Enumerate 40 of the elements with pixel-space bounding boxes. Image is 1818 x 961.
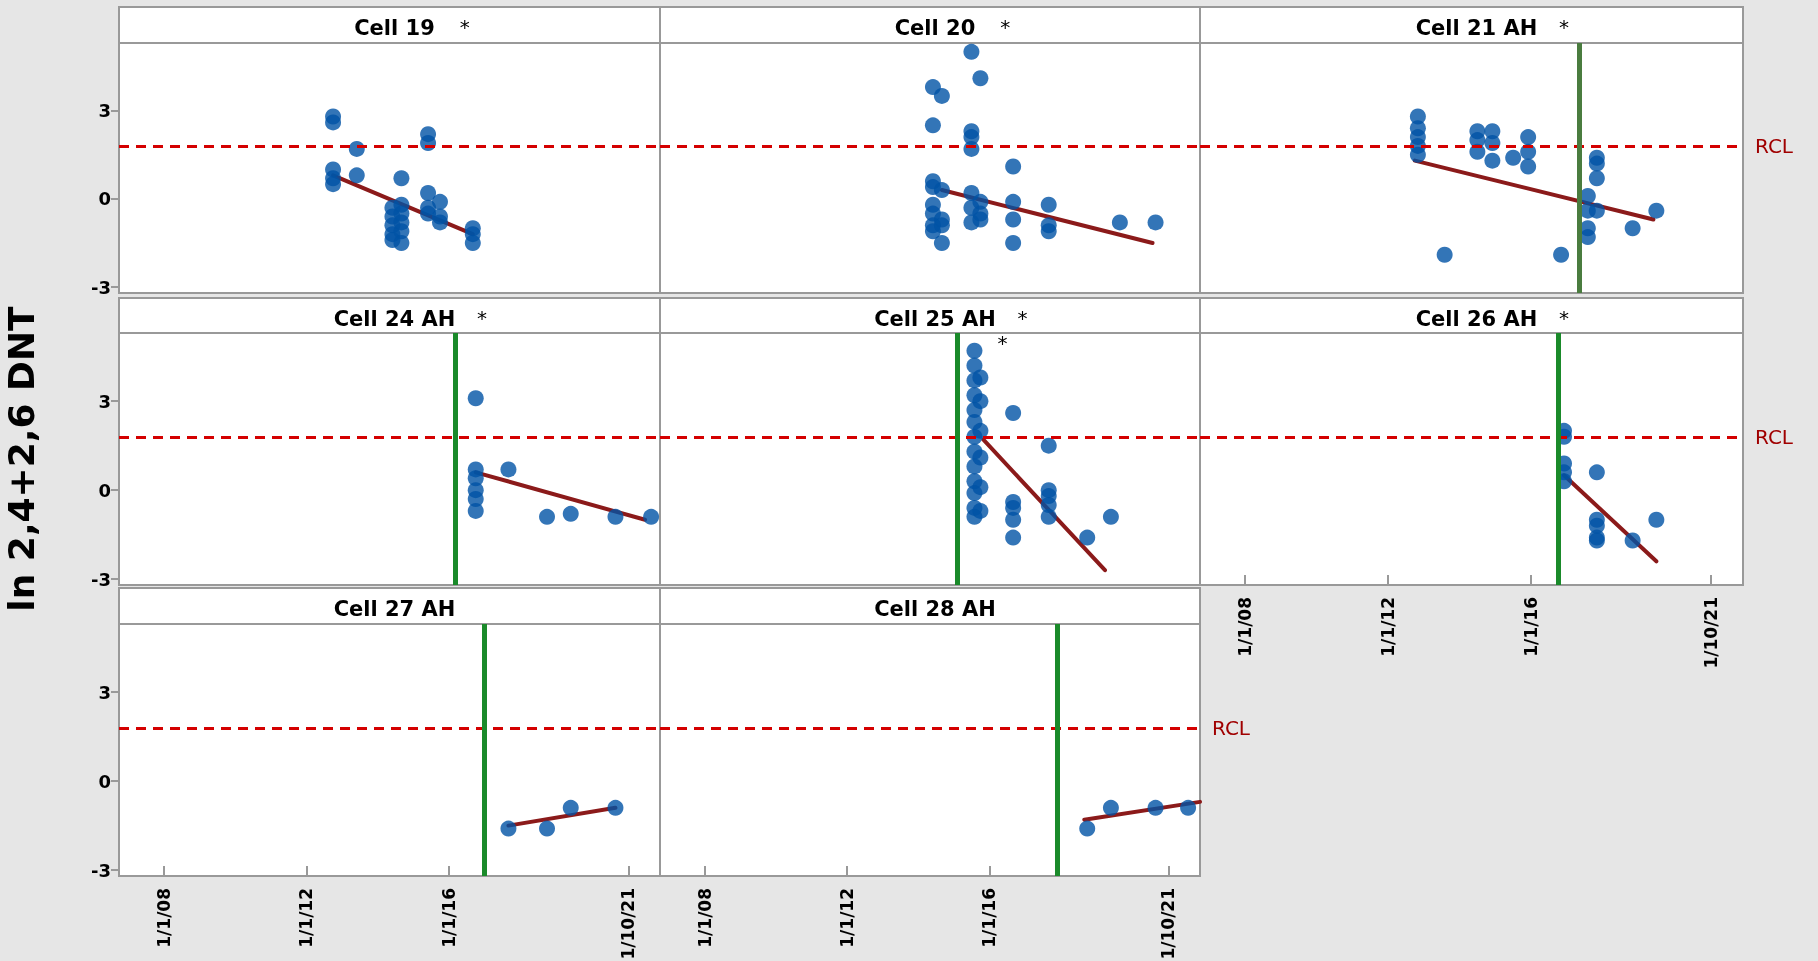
text: *	[477, 306, 487, 330]
text: *	[459, 15, 470, 39]
x-tick-label: 1/1/12	[1377, 597, 1398, 657]
chart-title: Cell 28 AH	[874, 596, 996, 621]
x-tick-label: 1/10/21	[618, 888, 639, 960]
y-tick-label: 3	[98, 100, 111, 122]
x-tick-label: 1/1/16	[979, 888, 1000, 948]
x-tick-label: 1/10/21	[1701, 597, 1722, 669]
chart-title: Cell 20	[894, 15, 976, 40]
ref-line-label: RCL	[1755, 424, 1794, 449]
annotation: *	[997, 330, 1008, 355]
chart-title: Cell 26 AH	[1415, 306, 1538, 331]
y-tick-label: 3	[98, 681, 111, 703]
x-tick-label: 1/1/16	[438, 888, 459, 948]
text: *	[1000, 15, 1011, 39]
x-tick-label: 1/1/08	[1234, 597, 1255, 657]
chart-title: Cell 25 AH	[874, 306, 996, 331]
x-tick-label: 1/1/08	[694, 888, 715, 948]
x-tick-label: 1/1/08	[153, 888, 174, 948]
text: *	[1017, 306, 1028, 330]
y-tick-label: -3	[91, 276, 111, 298]
y-tick-label: 0	[98, 479, 111, 501]
y-tick-label: -3	[91, 859, 111, 881]
text: *	[1559, 15, 1569, 39]
chart-title: Cell 19	[354, 15, 435, 40]
text: *	[1559, 306, 1569, 330]
chart-title: Cell 24 AH	[333, 306, 456, 331]
ref-line-label: RCL	[1755, 133, 1794, 158]
y-tick-label: 0	[98, 770, 111, 792]
ref-line-label: RCL	[1212, 715, 1251, 740]
x-tick-label: 1/1/16	[1521, 597, 1542, 657]
y-tick-label: 3	[98, 390, 111, 412]
chart-title: Cell 21 AH	[1415, 15, 1538, 40]
x-tick-label: 1/1/12	[836, 888, 857, 948]
y-tick-label: -3	[91, 568, 111, 590]
chart-title: Cell 27 AH	[333, 596, 456, 621]
x-tick-label: 1/1/12	[296, 888, 317, 948]
x-tick-label: 1/10/21	[1158, 888, 1179, 960]
y-tick-label: 0	[98, 188, 111, 210]
y-axis-title: ln 2,4+2,6 DNT	[0, 305, 42, 612]
